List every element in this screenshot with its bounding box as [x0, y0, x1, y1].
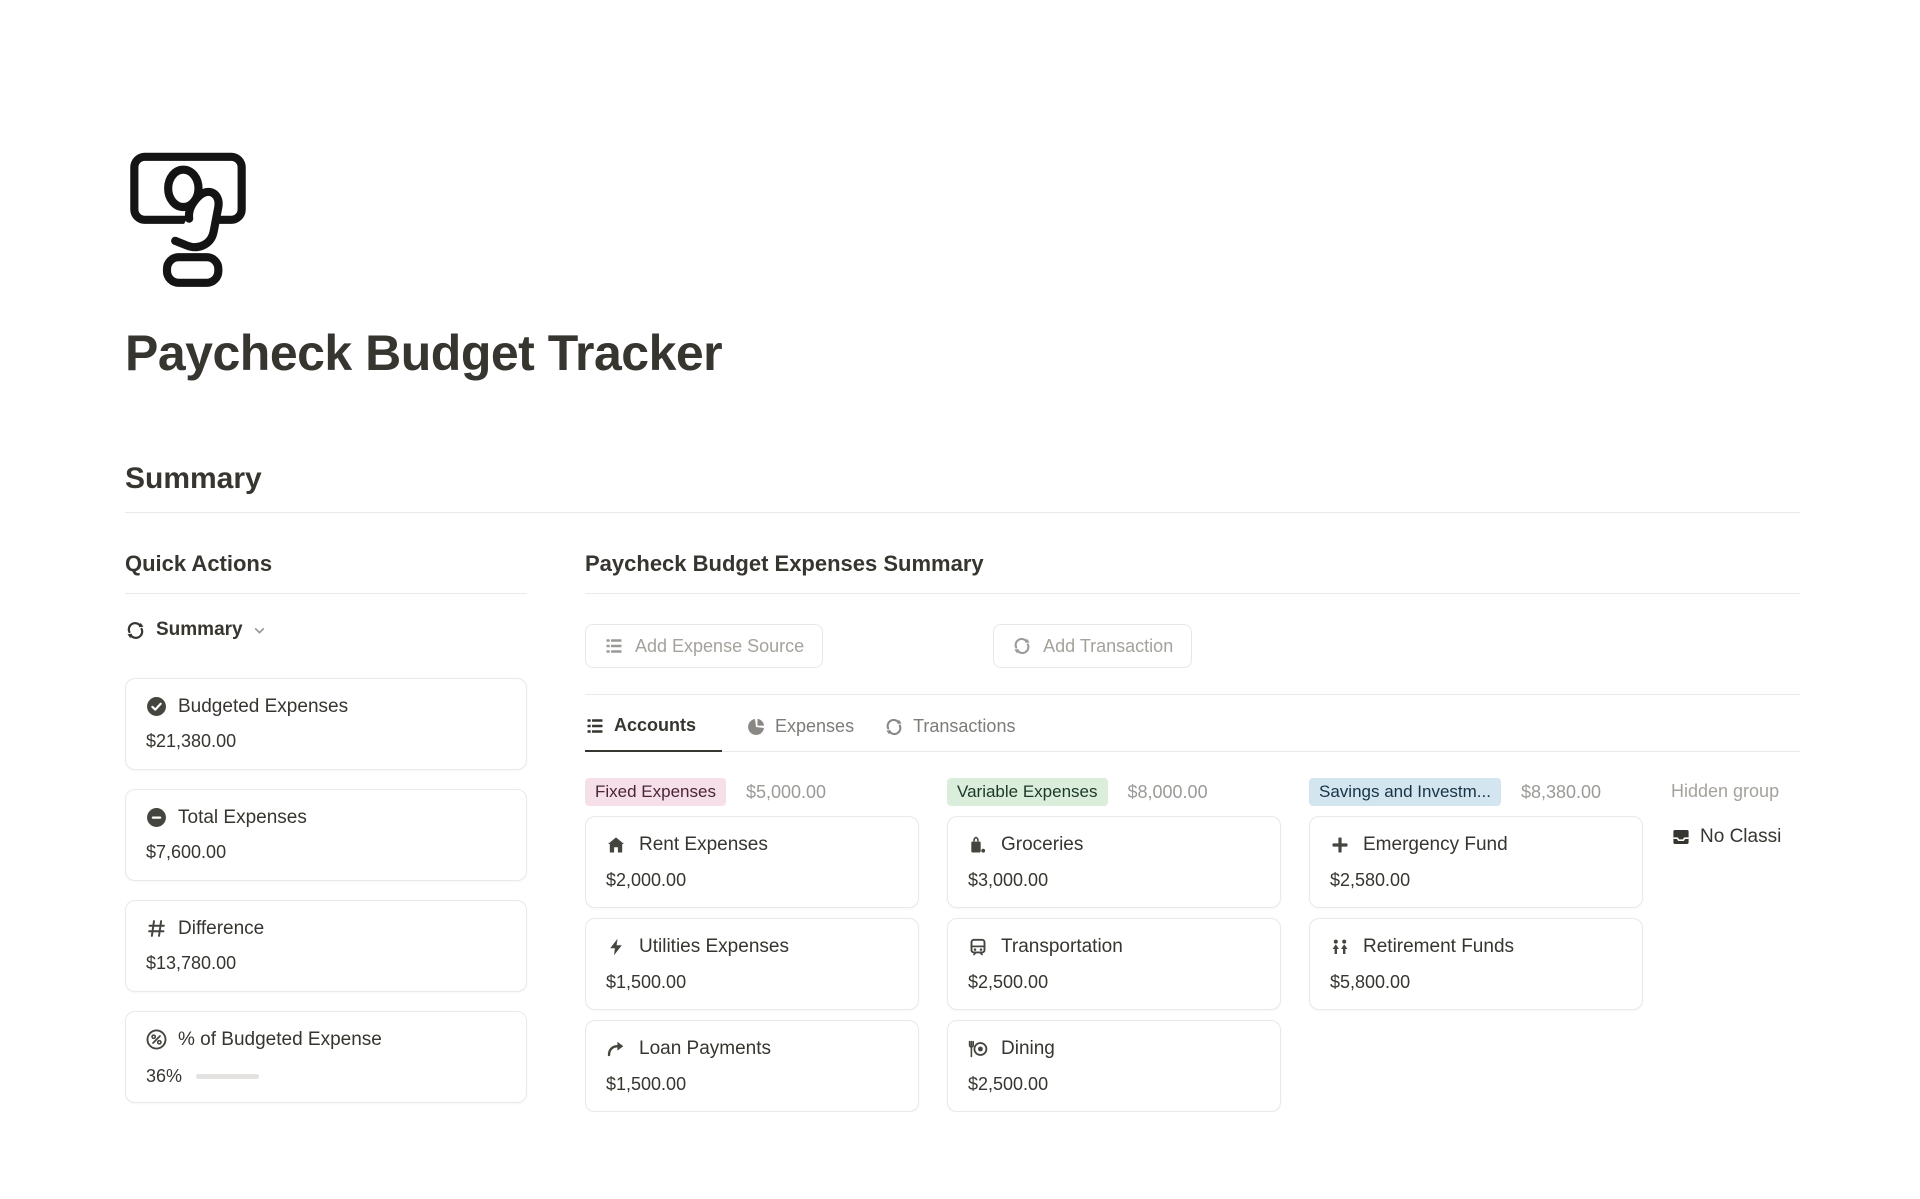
card-value: $2,580.00 [1330, 870, 1411, 890]
people-icon [1332, 939, 1348, 954]
minus-circle-icon [147, 808, 166, 827]
card-label: Retirement Funds [1363, 936, 1515, 957]
card-value: $2,500.00 [968, 972, 1049, 992]
bolt-icon [610, 938, 622, 956]
board-column-variable-expenses: Variable Expenses $8,000.00 Gro [947, 778, 1281, 1112]
view-tabs: Accounts Expenses [585, 715, 1800, 752]
money-in-hand-icon [130, 152, 246, 287]
card-value: 36% [146, 1065, 183, 1086]
plus-icon [1332, 837, 1348, 853]
bus-icon [970, 938, 986, 956]
card-value: $1,500.00 [606, 972, 687, 992]
tab-label: Transactions [913, 716, 1016, 736]
board-card-loan-payments[interactable]: Loan Payments $1,500.00 [585, 1020, 919, 1112]
tab-accounts[interactable]: Accounts [585, 715, 723, 752]
board-card-emergency-fund[interactable]: Emergency Fund $2,580.00 [1309, 816, 1643, 908]
tab-transactions[interactable]: Transactions [884, 715, 1021, 752]
page-icon[interactable] [125, 145, 265, 290]
view-selector[interactable]: Summary [125, 619, 266, 641]
grocery-bag-icon [971, 836, 986, 853]
group-badge: Savings and Investm... [1309, 778, 1501, 806]
hidden-group-no-classification[interactable]: No Classi [1671, 826, 1800, 848]
summary-section-title: Summary [125, 462, 262, 495]
group-total: $8,000.00 [1127, 781, 1208, 802]
board-card-utilities-expenses[interactable]: Utilities Expenses $1,500.00 [585, 918, 919, 1010]
card-label: Loan Payments [639, 1038, 772, 1059]
database-icon [587, 718, 603, 733]
card-value: $13,780.00 [146, 952, 237, 973]
button-label: Add Expense Source [635, 635, 805, 656]
card-label: Dining [1001, 1038, 1055, 1059]
card-value: $7,600.00 [146, 841, 227, 862]
card-label: Emergency Fund [1363, 834, 1508, 855]
card-label: Transportation [1001, 936, 1123, 957]
summary-card-total-expenses[interactable]: Total Expenses $7,600.00 [125, 788, 527, 881]
transactions-icon [127, 621, 144, 639]
card-label: % of Budgeted Expense [178, 1028, 382, 1050]
board-column-hidden-group: Hidden group No Classi [1671, 778, 1800, 1112]
board-card-dining[interactable]: Dining $2,500.00 [947, 1020, 1281, 1112]
card-value: $2,500.00 [968, 1074, 1049, 1094]
check-circle-icon [147, 697, 166, 716]
expenses-summary-column: Paycheck Budget Expenses Summary Add Exp… [585, 513, 1800, 1112]
database-icon [606, 639, 622, 653]
summary-card-percent-of-budget[interactable]: % of Budgeted Expense 36% [125, 1010, 527, 1103]
hash-icon [148, 920, 165, 937]
house-icon [608, 837, 624, 853]
board-card-retirement-funds[interactable]: Retirement Funds $5,800.00 [1309, 918, 1643, 1010]
board-card-rent-expenses[interactable]: Rent Expenses $2,000.00 [585, 816, 919, 908]
progress-bar [196, 1073, 260, 1079]
chevron-down-icon [253, 624, 266, 637]
curved-arrow-icon [607, 1041, 624, 1057]
group-total: $8,380.00 [1520, 781, 1602, 802]
summary-card-budgeted-expenses[interactable]: Budgeted Expenses $21,380.00 [125, 677, 527, 770]
card-value: $1,500.00 [606, 1074, 687, 1094]
tab-label: Expenses [775, 716, 855, 736]
percent-circle-icon [146, 1029, 167, 1050]
board-column-fixed-expenses: Fixed Expenses $5,000.00 Rent Expenses $ [585, 778, 919, 1112]
pie-chart-icon [748, 718, 765, 735]
card-label: Budgeted Expenses [178, 695, 349, 717]
card-label: Rent Expenses [639, 834, 768, 855]
dining-icon [968, 1040, 988, 1058]
card-value: $2,000.00 [606, 870, 687, 890]
card-label: Groceries [1001, 834, 1084, 855]
card-label: Difference [178, 917, 265, 939]
tab-label: Accounts [614, 715, 697, 735]
card-label: Total Expenses [178, 806, 307, 828]
card-value: $21,380.00 [146, 730, 237, 751]
board-card-groceries[interactable]: Groceries $3,000.00 [947, 816, 1281, 908]
quick-actions-column: Quick Actions Summary [125, 513, 527, 1112]
accounts-board: Fixed Expenses $5,000.00 Rent Expenses $ [585, 778, 1800, 1112]
add-expense-source-button[interactable]: Add Expense Source [585, 624, 824, 668]
group-total: $5,000.00 [745, 781, 827, 802]
card-value: $3,000.00 [968, 870, 1049, 890]
board-column-savings-investments: Savings and Investm... $8,380.00 Emergen… [1309, 778, 1643, 1112]
card-label: No Classi [1700, 826, 1782, 847]
divider [585, 694, 1800, 695]
card-value: $5,800.00 [1330, 972, 1411, 992]
board-card-transportation[interactable]: Transportation $2,500.00 [947, 918, 1281, 1010]
group-badge: Variable Expenses [947, 778, 1108, 806]
transactions-icon [1014, 637, 1030, 655]
hidden-group-label: Hidden group [1671, 781, 1780, 801]
summary-card-difference[interactable]: Difference $13,780.00 [125, 899, 527, 992]
page-content: Paycheck Budget Tracker Summary Quick Ac… [125, 145, 1800, 1112]
tab-expenses[interactable]: Expenses [746, 715, 860, 752]
button-label: Add Transaction [1043, 635, 1174, 656]
transactions-icon [886, 718, 902, 735]
page-title[interactable]: Paycheck Budget Tracker [125, 325, 723, 381]
section-divider [125, 512, 1800, 513]
expenses-summary-title: Paycheck Budget Expenses Summary [585, 551, 1800, 594]
add-transaction-button[interactable]: Add Transaction [993, 624, 1193, 668]
quick-actions-title: Quick Actions [125, 551, 527, 594]
view-selector-label: Summary [156, 619, 243, 640]
inbox-icon [1673, 830, 1689, 844]
card-label: Utilities Expenses [639, 936, 789, 957]
group-badge: Fixed Expenses [585, 778, 726, 806]
